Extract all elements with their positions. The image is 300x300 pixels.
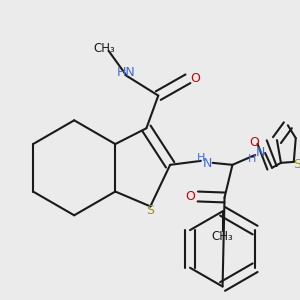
Text: S: S	[146, 204, 154, 217]
Text: CH₃: CH₃	[212, 230, 233, 243]
Text: O: O	[185, 190, 195, 203]
Text: N: N	[256, 146, 265, 160]
Text: H: H	[196, 153, 205, 163]
Text: CH₃: CH₃	[93, 42, 115, 55]
Text: N: N	[203, 157, 212, 170]
Text: O: O	[190, 72, 200, 85]
Text: HN: HN	[117, 66, 136, 79]
Text: O: O	[249, 136, 259, 148]
Text: S: S	[293, 158, 300, 171]
Text: H: H	[248, 154, 256, 164]
